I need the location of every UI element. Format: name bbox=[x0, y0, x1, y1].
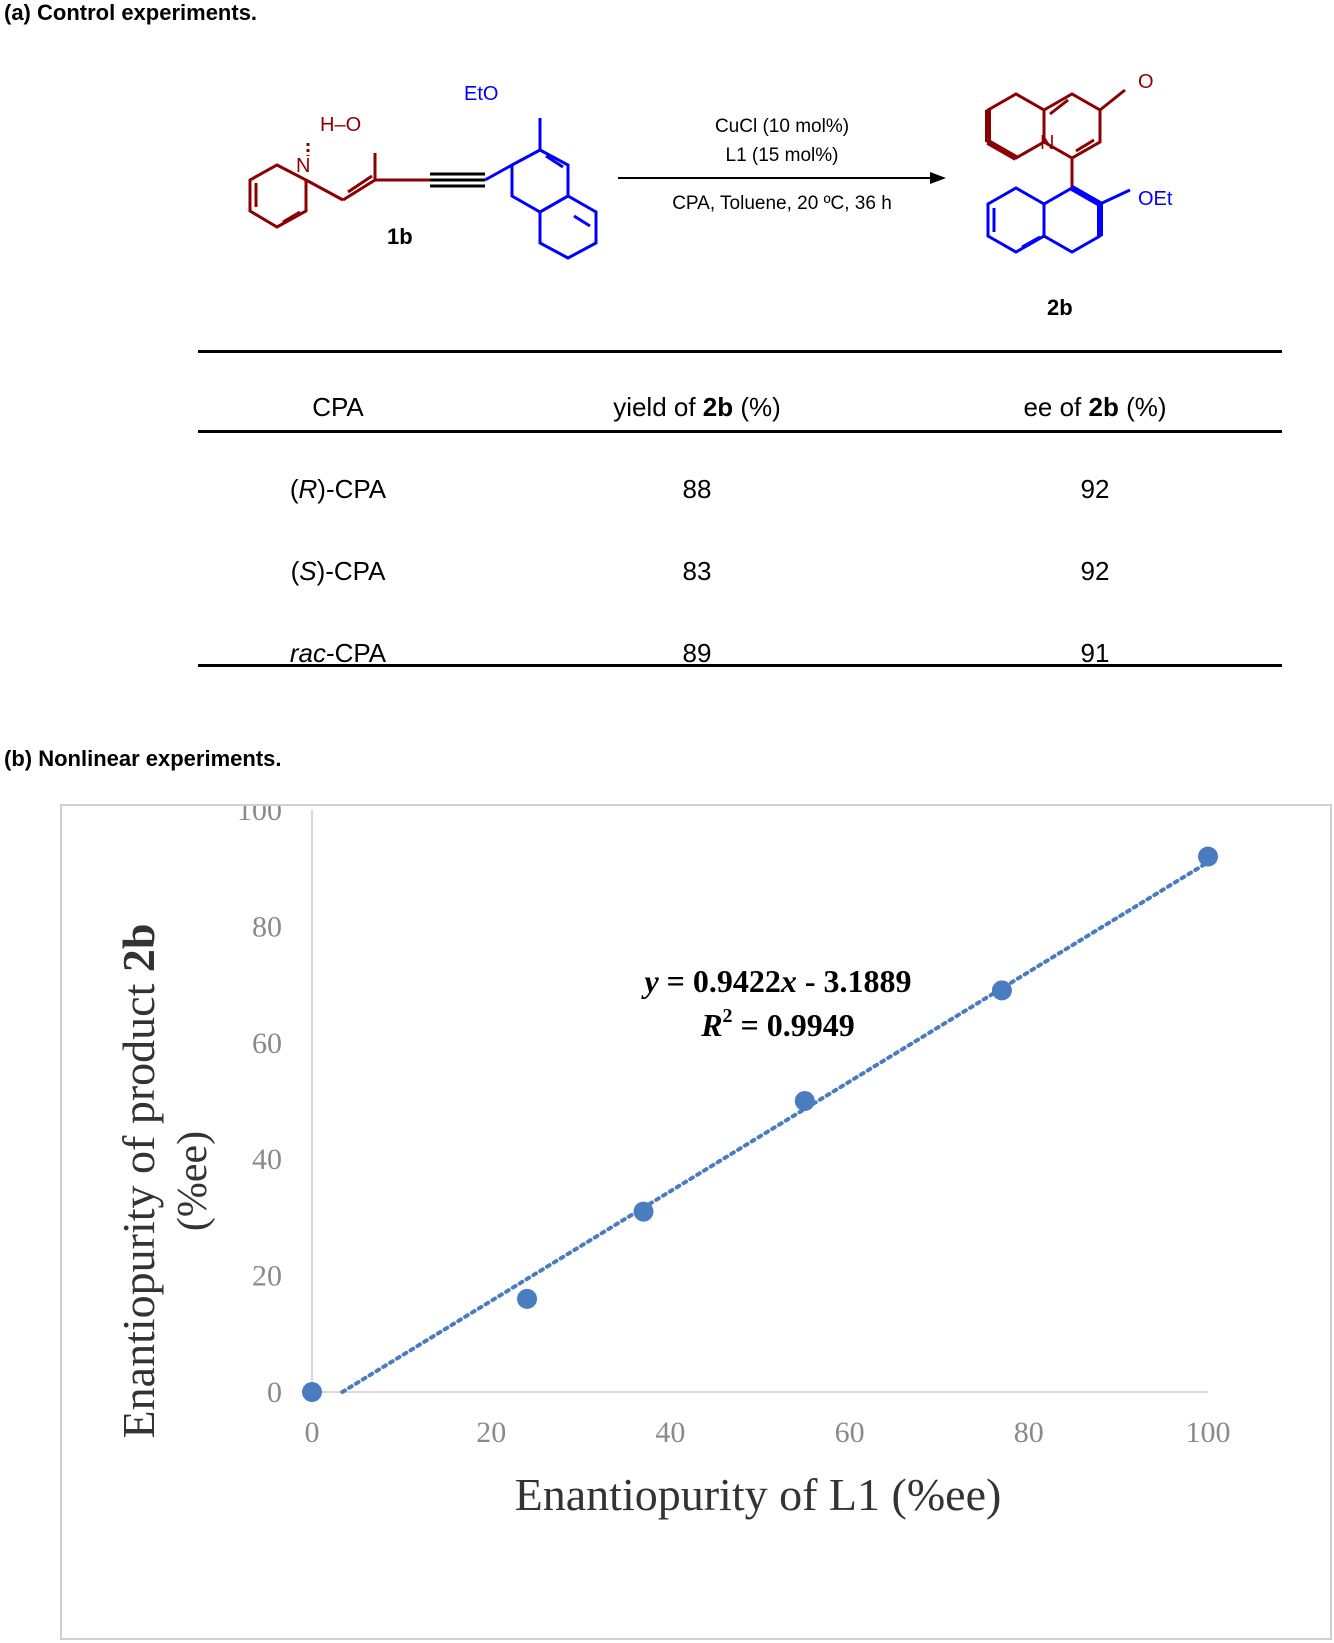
y-tick-label: 60 bbox=[252, 1027, 282, 1060]
section-a-title: (a) Control experiments. bbox=[4, 0, 258, 25]
y-axis-title-bold: 2b bbox=[113, 924, 164, 973]
section-b-title: (b) Nonlinear experiments. bbox=[4, 746, 282, 771]
y-tick-label: 40 bbox=[252, 1143, 282, 1176]
row-cpa: (S)-CPA bbox=[188, 556, 488, 587]
col-header-cpa: CPA bbox=[312, 392, 364, 422]
cpa-pre: ( bbox=[289, 474, 299, 504]
x-tick-label: 100 bbox=[1186, 1416, 1231, 1449]
row-ee: 92 bbox=[1080, 474, 1110, 504]
data-point bbox=[302, 1382, 322, 1402]
cpa-post: -CPA bbox=[325, 638, 387, 668]
row-cpa: rac-CPA bbox=[188, 638, 488, 669]
reactant-hbond-label: H–O bbox=[320, 114, 361, 136]
y-axis-title-line-1: Enantiopurity of product 2b bbox=[113, 924, 164, 1439]
y-tick-label: 0 bbox=[267, 1376, 282, 1409]
row-ee: 92 bbox=[1080, 556, 1110, 586]
condition-line-3: CPA, Toluene, 20 ºC, 36 h bbox=[672, 193, 892, 214]
product-ethoxy-label: OEt bbox=[1138, 188, 1173, 210]
x-axis-title: Enantiopurity of L1 (%ee) bbox=[515, 1469, 1002, 1520]
reactant-pyridyl-enol bbox=[248, 143, 430, 229]
row-yield: 83 bbox=[682, 556, 712, 586]
cpa-italic: R bbox=[298, 474, 318, 504]
x-tick-label: 20 bbox=[476, 1416, 506, 1449]
y-axis-title: Enantiopurity of product 2b (%ee) bbox=[113, 924, 216, 1439]
eq-y-var: y bbox=[640, 963, 659, 999]
eq-slope: = 0.9422 bbox=[659, 963, 781, 999]
x-tick-label: 80 bbox=[1014, 1416, 1044, 1449]
table-bottom-rule bbox=[198, 664, 1282, 667]
product-n-label: N bbox=[1040, 132, 1054, 154]
col-header-yield-suffix: (%) bbox=[733, 392, 781, 422]
alkyne bbox=[430, 172, 485, 188]
reactant-ethoxy-label: EtO bbox=[464, 83, 498, 105]
reactant-label: 1b bbox=[387, 224, 413, 249]
row-ee: 91 bbox=[1080, 638, 1110, 668]
r-squared: R2 = 0.9949 bbox=[700, 1005, 855, 1043]
col-header-yield: yield of 2b (%) bbox=[547, 392, 847, 423]
x-tick-label: 40 bbox=[655, 1416, 685, 1449]
r-value: = 0.9949 bbox=[733, 1007, 855, 1043]
col-header-yield-prefix: yield of bbox=[613, 392, 703, 422]
col-header-ee-prefix: ee of bbox=[1023, 392, 1089, 422]
table-header-rule bbox=[198, 430, 1282, 433]
x-tick-label: 60 bbox=[835, 1416, 865, 1449]
r-superscript: 2 bbox=[723, 1005, 733, 1027]
regression-equation: y = 0.9422x - 3.1889 bbox=[640, 963, 911, 999]
cpa-post: )-CPA bbox=[316, 556, 386, 586]
reactant-naphthyl bbox=[484, 118, 598, 260]
trendline bbox=[340, 860, 1210, 1394]
row-cpa: (R)-CPA bbox=[188, 474, 488, 505]
reactant-n-label: N bbox=[296, 155, 310, 177]
data-point bbox=[794, 1091, 815, 1111]
product-naphthyl bbox=[986, 186, 1131, 254]
row-yield: 89 bbox=[682, 638, 712, 668]
y-tick-label: 20 bbox=[252, 1260, 282, 1293]
r-var: R bbox=[700, 1007, 722, 1043]
scatter-chart: 0 20 40 60 80 100 0 20 40 60 80 100 y = 0.9422x - 3… bbox=[113, 806, 1231, 1520]
y-axis-title-text: Enantiopurity of product bbox=[113, 972, 164, 1438]
product-oxo-label: O bbox=[1138, 71, 1154, 93]
tick-labels: 0 20 40 60 80 100 0 20 40 60 80 100 bbox=[237, 806, 1231, 1449]
product-bold-bonds bbox=[985, 110, 1018, 161]
eq-x-var: x bbox=[780, 963, 797, 999]
col-header-ee-suffix: (%) bbox=[1118, 392, 1167, 422]
y-tick-label: 100 bbox=[237, 806, 282, 827]
data-points bbox=[302, 846, 1218, 1402]
cpa-post: )-CPA bbox=[317, 474, 387, 504]
condition-line-1: CuCl (10 mol%) bbox=[715, 116, 849, 137]
table-top-rule bbox=[198, 350, 1282, 353]
eq-intercept: - 3.1889 bbox=[797, 963, 912, 999]
reaction-scheme: EtO H–O N 1b CuCl (10 mol%) L1 (15 mol%)… bbox=[248, 71, 1173, 320]
product-bold-naphthyl-bonds bbox=[1070, 185, 1103, 236]
cpa-pre: ( bbox=[290, 556, 300, 586]
col-header-ee-bold: 2b bbox=[1088, 392, 1119, 422]
col-header-ee: ee of 2b (%) bbox=[945, 392, 1245, 423]
data-point bbox=[991, 980, 1012, 1001]
chart-frame: 0 20 40 60 80 100 0 20 40 60 80 100 y = 0.9422x - 3… bbox=[60, 804, 1332, 1640]
data-point bbox=[1198, 846, 1218, 867]
cpa-italic: rac bbox=[289, 638, 326, 668]
data-point bbox=[517, 1288, 538, 1309]
arrow-head bbox=[930, 172, 946, 184]
y-axis-title-line-2: (%ee) bbox=[170, 1131, 216, 1231]
condition-line-2: L1 (15 mol%) bbox=[726, 145, 839, 166]
row-yield: 88 bbox=[682, 474, 712, 504]
axes bbox=[311, 810, 1208, 1393]
cpa-italic: S bbox=[299, 556, 317, 586]
x-tick-label: 0 bbox=[305, 1416, 320, 1449]
y-tick-label: 80 bbox=[252, 910, 282, 943]
product-quinolizinone bbox=[986, 88, 1126, 188]
data-point bbox=[633, 1201, 654, 1222]
product-label: 2b bbox=[1047, 295, 1073, 320]
col-header-yield-bold: 2b bbox=[702, 392, 734, 422]
